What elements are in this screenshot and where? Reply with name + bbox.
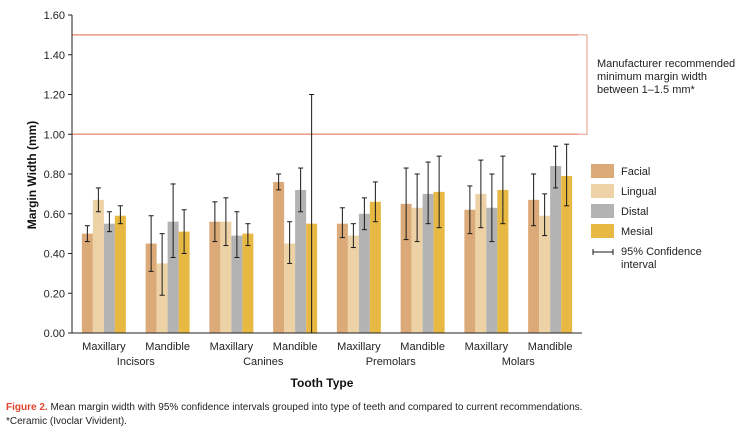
x-tick-labels: Maxillary Mandible Maxillary Mandible Maxill… — [82, 341, 572, 368]
bar-mesial-5 — [433, 191, 445, 333]
legend-ci-label-1: interval — [621, 259, 656, 271]
axes — [68, 14, 582, 334]
bar-mesial-4 — [369, 201, 381, 333]
bar-mesial-2 — [242, 233, 254, 333]
legend-label-distal: Distal — [621, 206, 649, 218]
bar-facial-3 — [273, 181, 285, 333]
bar-mesial-1 — [178, 231, 190, 333]
bars — [81, 166, 573, 333]
bar-lingual-5 — [411, 207, 423, 333]
y-tick-label-3: 0.60 — [44, 209, 65, 221]
y-tick-label-7: 1.40 — [44, 50, 65, 62]
x-category-label-6: Maxillary — [465, 341, 509, 353]
error-bars — [84, 94, 570, 334]
y-tick-label-2: 0.40 — [44, 249, 65, 261]
y-tick-label-5: 1.00 — [44, 129, 65, 141]
legend: Facial Lingual Distal Mesial 95% Confidencei… — [591, 164, 702, 271]
bar-distal-1 — [167, 221, 179, 333]
x-group-label-0: Incisors — [117, 356, 155, 368]
bar-distal-4 — [358, 213, 370, 333]
bar-lingual-7 — [539, 215, 551, 333]
bar-distal-7 — [550, 166, 562, 333]
x-category-label-2: Maxillary — [210, 341, 254, 353]
x-category-label-1: Mandible — [145, 341, 190, 353]
legend-label-lingual: Lingual — [621, 186, 656, 198]
x-category-label-4: Maxillary — [337, 341, 381, 353]
bar-chart: 0.00 0.20 0.40 0.60 0.80 1.00 1.20 1.40 1.60 Max… — [25, 10, 735, 390]
legend-swatch-mesial — [591, 224, 614, 238]
y-tick-label-6: 1.20 — [44, 90, 65, 102]
x-category-label-7: Mandible — [528, 341, 573, 353]
y-tick-label-0: 0.00 — [44, 328, 65, 340]
annotation-line-1: minimum margin width — [597, 71, 707, 83]
bar-distal-0 — [103, 223, 115, 333]
bar-facial-7 — [528, 199, 540, 333]
x-category-label-5: Mandible — [400, 341, 445, 353]
figure-caption: Figure 2. Mean margin width with 95% con… — [6, 401, 746, 429]
y-tick-label-8: 1.60 — [44, 10, 65, 22]
legend-swatch-facial — [591, 164, 614, 178]
bar-distal-5 — [422, 193, 434, 333]
x-category-label-0: Maxillary — [82, 341, 126, 353]
x-axis-title: Tooth Type — [291, 376, 354, 390]
legend-label-facial: Facial — [621, 166, 650, 178]
bar-lingual-1 — [156, 263, 168, 333]
reference-lines — [72, 34, 578, 135]
bar-facial-5 — [400, 203, 412, 333]
x-group-label-1: Canines — [243, 356, 284, 368]
bar-mesial-6 — [497, 189, 509, 333]
bar-lingual-0 — [92, 199, 104, 333]
bar-lingual-6 — [475, 193, 487, 333]
bar-lingual-3 — [284, 243, 296, 333]
y-tick-labels: 0.00 0.20 0.40 0.60 0.80 1.00 1.20 1.40 1.60 — [44, 10, 65, 340]
bar-mesial-0 — [114, 215, 126, 333]
legend-swatch-distal — [591, 204, 614, 218]
bar-facial-1 — [145, 243, 157, 333]
bar-distal-2 — [231, 235, 243, 333]
bar-distal-3 — [295, 189, 307, 333]
legend-swatch-lingual — [591, 184, 614, 198]
bar-mesial-7 — [561, 175, 573, 333]
x-category-label-3: Mandible — [273, 341, 318, 353]
bar-facial-0 — [81, 233, 93, 333]
legend-ci-label-0: 95% Confidence — [621, 246, 702, 258]
figure-label: Figure 2. — [6, 402, 48, 413]
y-tick-label-4: 0.80 — [44, 169, 65, 181]
bar-lingual-2 — [220, 221, 232, 333]
bar-distal-6 — [486, 207, 498, 333]
bar-facial-4 — [336, 223, 348, 333]
x-group-label-3: Molars — [502, 356, 536, 368]
x-group-label-2: Premolars — [366, 356, 417, 368]
annotation-line-0: Manufacturer recommended — [597, 58, 735, 70]
bar-facial-6 — [464, 209, 476, 333]
legend-label-mesial: Mesial — [621, 226, 653, 238]
recommendation-bracket — [578, 34, 588, 135]
annotation-line-2: between 1–1.5 mm* — [597, 84, 696, 96]
caption-note: *Ceramic (Ivoclar Vivident). — [6, 416, 127, 427]
y-axis-title: Margin Width (mm) — [25, 121, 39, 230]
caption-text: Mean margin width with 95% confidence in… — [47, 402, 583, 413]
bar-lingual-4 — [347, 235, 359, 333]
bar-facial-2 — [209, 221, 221, 333]
y-tick-label-1: 0.20 — [44, 288, 65, 300]
